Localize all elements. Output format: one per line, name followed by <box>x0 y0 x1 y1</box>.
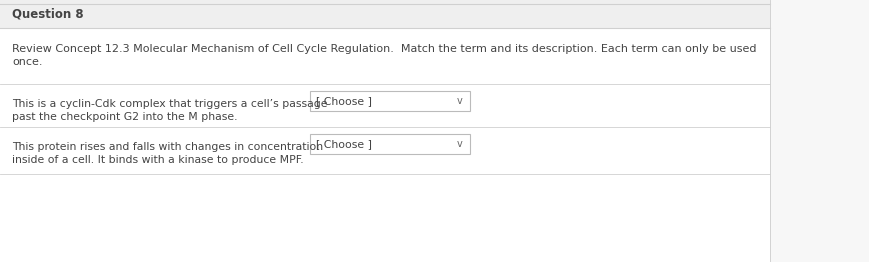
Text: past the checkpoint G2 into the M phase.: past the checkpoint G2 into the M phase. <box>12 112 237 122</box>
FancyBboxPatch shape <box>0 0 769 28</box>
FancyBboxPatch shape <box>769 0 869 262</box>
Text: [ Choose ]: [ Choose ] <box>315 139 372 149</box>
Text: once.: once. <box>12 57 43 67</box>
Text: v: v <box>456 96 462 106</box>
Text: This protein rises and falls with changes in concentration: This protein rises and falls with change… <box>12 142 322 152</box>
Text: Question 8: Question 8 <box>12 8 83 20</box>
FancyBboxPatch shape <box>309 134 469 154</box>
FancyBboxPatch shape <box>309 91 469 111</box>
Text: Review Concept 12.3 Molecular Mechanism of Cell Cycle Regulation.  Match the ter: Review Concept 12.3 Molecular Mechanism … <box>12 44 756 54</box>
Text: v: v <box>456 139 462 149</box>
Text: This is a cyclin-Cdk complex that triggers a cell’s passage: This is a cyclin-Cdk complex that trigge… <box>12 99 327 109</box>
Text: inside of a cell. It binds with a kinase to produce MPF.: inside of a cell. It binds with a kinase… <box>12 155 303 165</box>
Text: [ Choose ]: [ Choose ] <box>315 96 372 106</box>
